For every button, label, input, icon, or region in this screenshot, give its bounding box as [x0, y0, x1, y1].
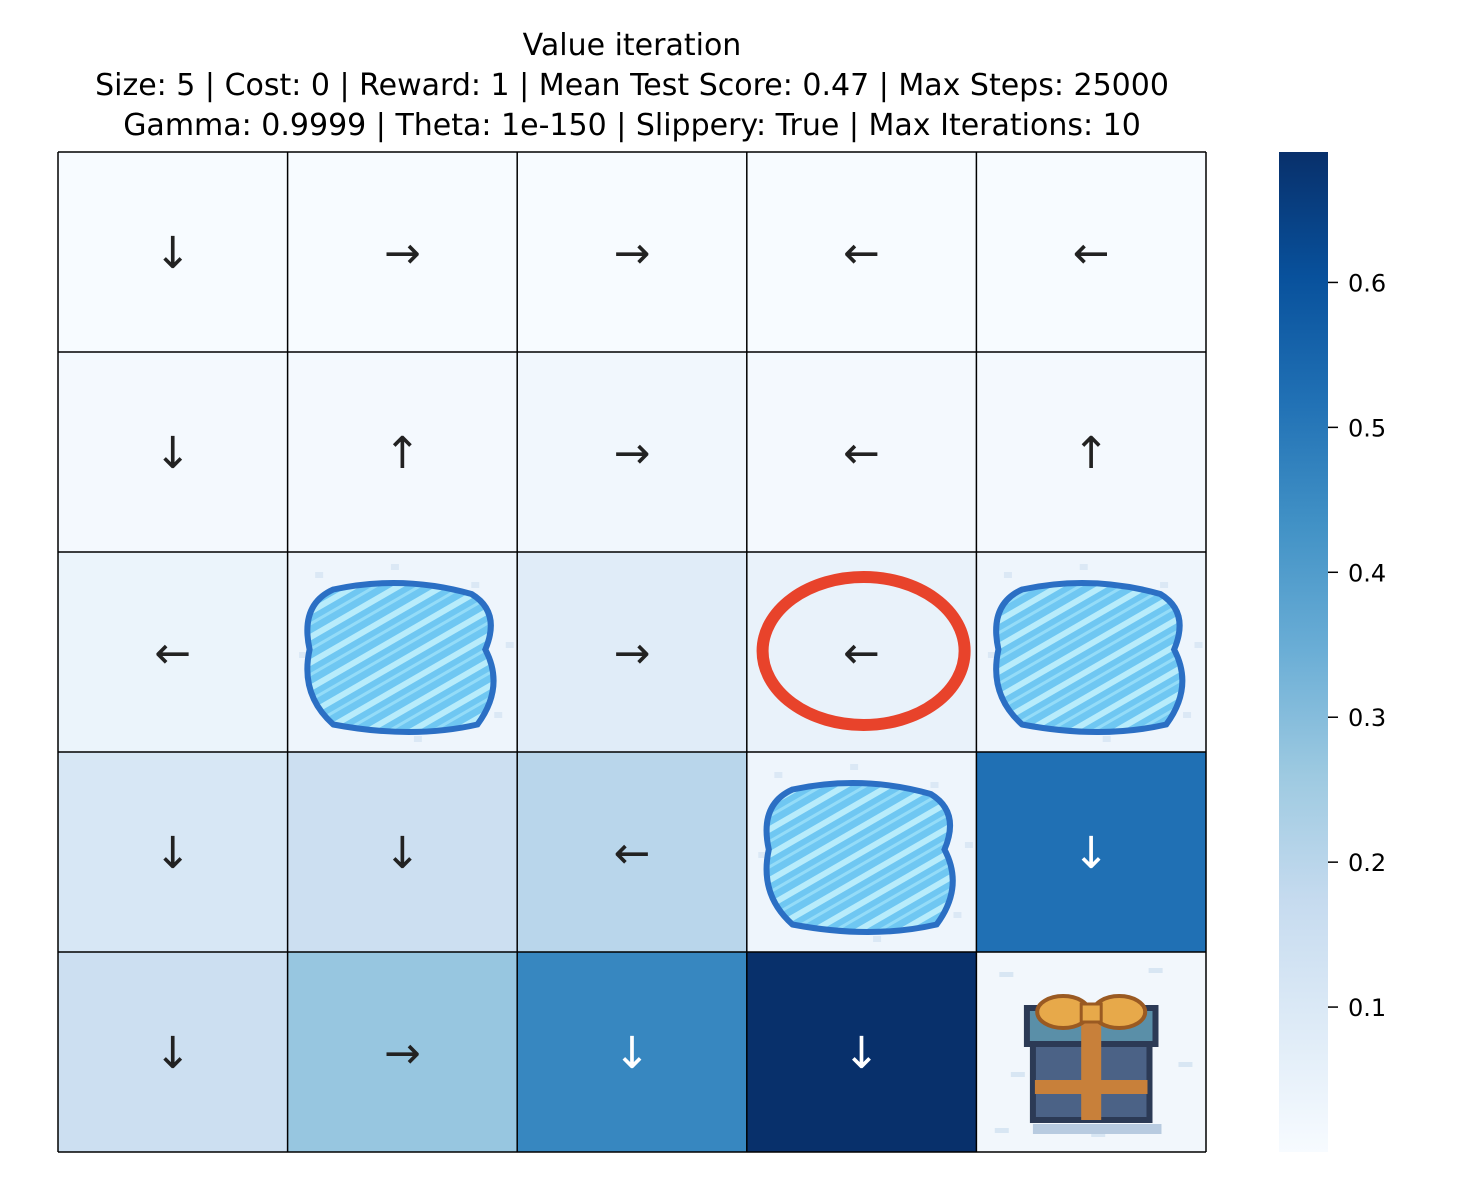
heatmap-cell: ← [746, 152, 977, 352]
policy-arrow: ← [843, 628, 880, 679]
cell-fill [58, 552, 288, 752]
cell-fill [746, 552, 977, 752]
policy-arrow: ← [1073, 228, 1110, 279]
frozen-lake-hole-icon [746, 752, 977, 952]
cell-fill [976, 152, 1206, 352]
colorbar-tick-label: 0.5 [1348, 414, 1386, 442]
heatmap-cell: ↓ [746, 952, 977, 1152]
colorbar-tick-label: 0.6 [1348, 269, 1386, 297]
colorbar-tick-label: 0.2 [1348, 849, 1386, 877]
cell-fill [287, 352, 518, 552]
policy-arrow: → [614, 228, 651, 279]
colorbar-tick-label: 0.1 [1348, 994, 1386, 1022]
colorbar: 0.1 0.2 0.3 0.4 0.5 0.6 [1279, 152, 1386, 1152]
cell-fill [287, 152, 518, 352]
gift-box-icon [976, 952, 1206, 1152]
heatmap-cells: ↓ → → ← ← ↓ ↑ → ← ↑ ← → ← ↓ ↓ ← ↓ ↓ → ↓ ↓ [58, 152, 1206, 1152]
policy-arrow: ← [154, 628, 191, 679]
policy-arrow: ← [843, 428, 880, 479]
heatmap-cell: ← [746, 552, 977, 752]
policy-arrow: ↓ [1073, 828, 1110, 879]
cell-fill [517, 552, 747, 752]
policy-arrow: → [614, 628, 651, 679]
heatmap-cell: → [517, 552, 747, 752]
policy-arrow: ↓ [154, 228, 191, 279]
policy-arrow: → [614, 428, 651, 479]
ice-surface [763, 779, 956, 935]
cell-fill [976, 752, 1206, 952]
cell-fill [58, 152, 288, 352]
title-line-3: Gamma: 0.9999 | Theta: 1e-150 | Slippery… [123, 108, 1141, 143]
heatmap-cell: → [287, 152, 518, 352]
chart-title: Value iteration Size: 5 | Cost: 0 | Rewa… [0, 26, 1264, 146]
colorbar-tick-label: 0.3 [1348, 704, 1386, 732]
cell-fill [58, 752, 288, 952]
policy-arrow: ↑ [384, 428, 421, 479]
colorbar-gradient [1279, 152, 1328, 1152]
heatmap-cell: ↓ [58, 352, 288, 552]
heatmap-cell: ← [746, 352, 977, 552]
heatmap-cell: ↑ [287, 352, 518, 552]
heatmap-cell: → [287, 952, 518, 1152]
highlight-circle [756, 571, 971, 731]
title-line-1: Value iteration [522, 28, 742, 63]
policy-arrow: ↓ [154, 1028, 191, 1079]
title-line-2: Size: 5 | Cost: 0 | Reward: 1 | Mean Tes… [95, 68, 1169, 103]
cell-fill [517, 152, 747, 352]
heatmap-cell: ↓ [58, 752, 288, 952]
policy-arrow: ↓ [154, 828, 191, 879]
heatmap-cell: → [517, 352, 747, 552]
cell-fill [58, 352, 288, 552]
cell-fill [976, 352, 1206, 552]
heatmap-cell: → [517, 152, 747, 352]
cell-fill [517, 752, 747, 952]
cell-fill [287, 752, 518, 952]
grid-lines [57, 151, 1207, 1153]
heatmap-cell: ↓ [58, 952, 288, 1152]
cell-fill [746, 152, 977, 352]
ice-surface [993, 579, 1186, 735]
ice-surface [304, 579, 497, 735]
colorbar-tick-label: 0.4 [1348, 559, 1386, 587]
heatmap-cell: ↓ [287, 752, 518, 952]
policy-arrow: ← [614, 828, 651, 879]
cell-fill [746, 352, 977, 552]
heatmap-cell: ← [517, 752, 747, 952]
cell-fill [58, 952, 288, 1152]
cell-fill [517, 952, 747, 1152]
policy-arrow: ← [843, 228, 880, 279]
cell-fill [517, 352, 747, 552]
frozen-lake-hole-icon [287, 552, 518, 752]
policy-arrow: ↓ [384, 828, 421, 879]
policy-arrow: → [384, 1028, 421, 1079]
heatmap-cell: ↑ [976, 352, 1206, 552]
policy-arrow: ↓ [614, 1028, 651, 1079]
policy-arrow: ↓ [154, 428, 191, 479]
policy-arrow: → [384, 228, 421, 279]
frozen-lake-hole-icon [976, 552, 1206, 752]
policy-arrow: ↓ [843, 1028, 880, 1079]
heatmap-cell: ↓ [58, 152, 288, 352]
heatmap-cell: ↓ [976, 752, 1206, 952]
cell-fill [746, 952, 977, 1152]
heatmap-cell: ↓ [517, 952, 747, 1152]
cell-fill [287, 952, 518, 1152]
heatmap-cell: ← [976, 152, 1206, 352]
policy-arrow: ↑ [1073, 428, 1110, 479]
heatmap-cell: ← [58, 552, 288, 752]
